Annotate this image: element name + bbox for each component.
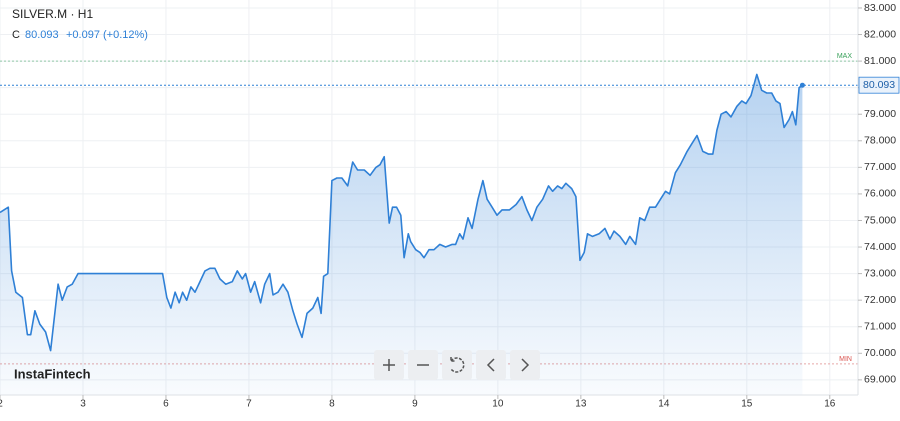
y-tick-label: 83.000	[864, 2, 896, 14]
y-tick-label: 75.000	[864, 214, 896, 226]
y-tick-label: 76.000	[864, 188, 896, 200]
y-tick-label: 78.000	[864, 135, 896, 147]
y-tick-label: 69.000	[864, 374, 896, 386]
toolbar	[374, 350, 540, 380]
close-value: 80.093	[25, 29, 59, 41]
price-tag-label: 80.093	[863, 79, 895, 91]
x-tick-label: 2	[0, 399, 3, 410]
x-tick-label: 14	[658, 399, 670, 410]
zoom-out-button[interactable]	[408, 350, 438, 380]
close-label: C	[12, 29, 20, 41]
reset-button[interactable]	[442, 350, 472, 380]
zoom-in-button[interactable]	[374, 350, 404, 380]
y-tick-label: 74.000	[864, 241, 896, 253]
x-tick-label: 3	[80, 399, 86, 410]
x-tick-label: 16	[824, 399, 836, 410]
y-tick-label: 72.000	[864, 294, 896, 306]
x-tick-label: 15	[741, 399, 753, 410]
y-tick-label: 73.000	[864, 267, 896, 279]
price-line	[0, 73, 803, 352]
y-tick-label: 71.000	[864, 321, 896, 333]
last-point	[799, 82, 805, 88]
symbol-title: SILVER.M · H1	[12, 7, 93, 21]
x-tick-label: 6	[163, 399, 169, 410]
x-tick-label: 13	[575, 399, 587, 410]
y-tick-label: 70.000	[864, 347, 896, 359]
x-tick-label: 7	[246, 399, 252, 410]
x-tick-label: 10	[492, 399, 504, 410]
max-label: MAX	[837, 53, 853, 60]
change: +0.097 (+0.12%)	[66, 29, 148, 41]
scroll-right-button[interactable]	[510, 350, 540, 380]
x-tick-label: 8	[329, 399, 335, 410]
x-tick-label: 9	[412, 399, 418, 410]
y-tick-label: 81.000	[864, 55, 896, 67]
plot	[0, 60, 858, 396]
scroll-left-button[interactable]	[476, 350, 506, 380]
area-fill	[0, 74, 803, 396]
y-tick-label: 79.000	[864, 108, 896, 120]
y-tick-label: 77.000	[864, 161, 896, 173]
watermark: InstaFintech	[14, 366, 91, 381]
price-tag	[858, 76, 900, 94]
y-tick-label: 82.000	[864, 28, 896, 40]
min-label: MIN	[839, 356, 852, 363]
